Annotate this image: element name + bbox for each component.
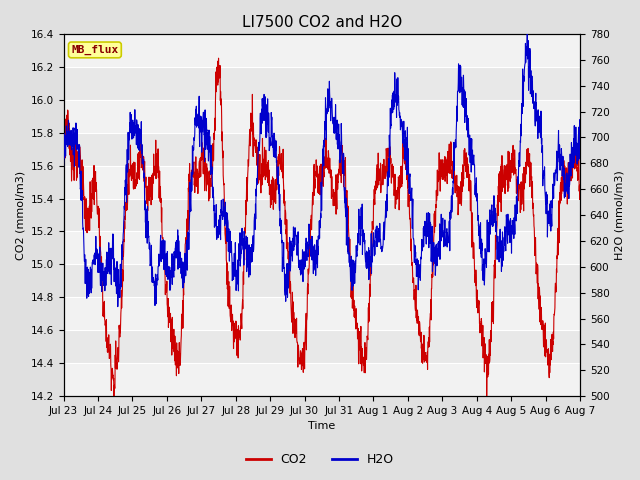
X-axis label: Time: Time <box>308 421 335 432</box>
Bar <box>63 363 580 396</box>
Y-axis label: CO2 (mmol/m3): CO2 (mmol/m3) <box>15 170 25 260</box>
Bar <box>63 34 580 67</box>
Y-axis label: H2O (mmol/m3): H2O (mmol/m3) <box>615 170 625 260</box>
Legend: CO2, H2O: CO2, H2O <box>241 448 399 471</box>
Bar <box>63 199 580 231</box>
Bar <box>63 330 580 363</box>
Bar <box>63 133 580 166</box>
Bar <box>63 100 580 133</box>
Bar <box>63 297 580 330</box>
Text: MB_flux: MB_flux <box>71 45 118 55</box>
Title: LI7500 CO2 and H2O: LI7500 CO2 and H2O <box>242 15 402 30</box>
Bar <box>63 67 580 100</box>
Bar <box>63 166 580 199</box>
Bar <box>63 264 580 297</box>
Bar <box>63 231 580 264</box>
